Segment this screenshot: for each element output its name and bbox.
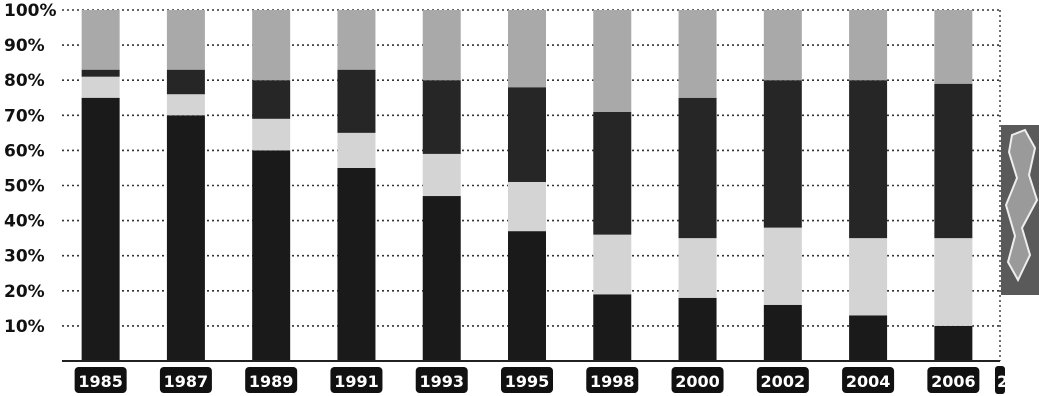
- bars: [81, 10, 973, 361]
- bar-segment: [593, 234, 632, 295]
- x-tick-badge: [671, 367, 724, 393]
- bar-segment: [934, 238, 973, 326]
- bar-segment: [252, 10, 291, 81]
- bar-segment: [166, 69, 205, 95]
- x-tick-badge: [501, 367, 553, 393]
- bar-segment: [678, 97, 717, 239]
- x-tick-badge: [74, 367, 127, 393]
- bar-segment: [593, 294, 632, 361]
- x-tick-badge: [159, 367, 212, 393]
- y-tick-label: 60%: [4, 141, 45, 161]
- x-tick-label: 1985: [78, 372, 123, 391]
- bar-segment: [252, 150, 291, 361]
- bar-segment: [678, 10, 717, 98]
- bar-segment: [337, 69, 376, 133]
- bar-segment: [593, 10, 632, 112]
- x-tick-label: 1987: [164, 372, 209, 391]
- gridlines: [62, 9, 1001, 361]
- x-tick-badge: [330, 367, 383, 393]
- bar-segment: [508, 87, 546, 182]
- y-tick-label: 40%: [4, 212, 45, 232]
- y-tick-label: 100%: [4, 1, 57, 21]
- bar-segment: [508, 10, 546, 88]
- x-tick-label: 2002: [761, 372, 806, 391]
- bar-segment: [934, 325, 973, 361]
- y-tick-label: 20%: [4, 282, 45, 302]
- bar-segment: [934, 10, 973, 84]
- bar-segment: [763, 10, 802, 81]
- x-tick-label: 1995: [505, 372, 550, 391]
- bar-segment: [763, 304, 802, 361]
- bar-segment: [166, 115, 205, 361]
- bar-segment: [849, 10, 888, 81]
- x-tick-badge: [245, 367, 298, 393]
- x-tick-badge: [927, 367, 980, 393]
- x-tick-label: 1998: [590, 372, 635, 391]
- bar-segment: [849, 238, 888, 316]
- bar-segment: [252, 118, 291, 151]
- x-tick-badge: [415, 367, 468, 393]
- x-axis-tick-labels: 1985 1987 1989 1991 1993 1995 1998 2000 2002 2004…: [74, 367, 980, 393]
- y-axis-tick-labels: 10% 20% 30% 40% 50% 60% 70% 80% 90% 100%: [4, 1, 57, 337]
- x-tick-badge: [586, 367, 639, 393]
- x-tick-badge: [842, 367, 895, 393]
- bar-segment: [422, 80, 461, 154]
- y-tick-label: 50%: [4, 177, 45, 197]
- bar-segment: [81, 10, 120, 70]
- bar-segment: [81, 69, 120, 77]
- bar-segment: [422, 153, 461, 197]
- bar-segment: [678, 238, 717, 298]
- bar-segment: [934, 83, 973, 239]
- bar-segment: [166, 10, 205, 70]
- y-tick-label: 30%: [4, 247, 45, 267]
- cropped-category-badge: [995, 366, 1005, 394]
- bar-segment: [508, 231, 546, 361]
- y-tick-label: 10%: [4, 317, 45, 337]
- bar-segment: [763, 80, 802, 228]
- bar-segment: [252, 80, 291, 119]
- bar-segment: [166, 94, 205, 116]
- x-tick-badge: [756, 367, 809, 393]
- bar-segment: [337, 132, 376, 168]
- x-tick-label: 2006: [931, 372, 976, 391]
- x-tick-label: 2004: [846, 372, 891, 391]
- x-tick-label: 1991: [334, 372, 379, 391]
- bar-segment: [593, 111, 632, 235]
- y-tick-label: 90%: [4, 36, 45, 56]
- bar-segment: [81, 97, 120, 361]
- bar-segment: [422, 10, 461, 81]
- bar-segment: [422, 196, 461, 361]
- bar-segment: [337, 10, 376, 70]
- bar-segment: [81, 76, 120, 98]
- x-tick-label: 1993: [419, 372, 464, 391]
- y-tick-label: 80%: [4, 71, 45, 91]
- cropped-map-coastline: [1004, 128, 1039, 283]
- cropped-category-label: 2: [997, 372, 1008, 391]
- bar-segment: [763, 227, 802, 305]
- bar-segment: [678, 297, 717, 361]
- x-tick-label: 1989: [249, 372, 294, 391]
- x-tick-label: 2000: [675, 372, 720, 391]
- bar-segment: [508, 181, 546, 232]
- bar-segment: [849, 80, 888, 239]
- y-tick-label: 70%: [4, 106, 45, 126]
- bar-segment: [849, 315, 888, 361]
- bar-segment: [337, 167, 376, 361]
